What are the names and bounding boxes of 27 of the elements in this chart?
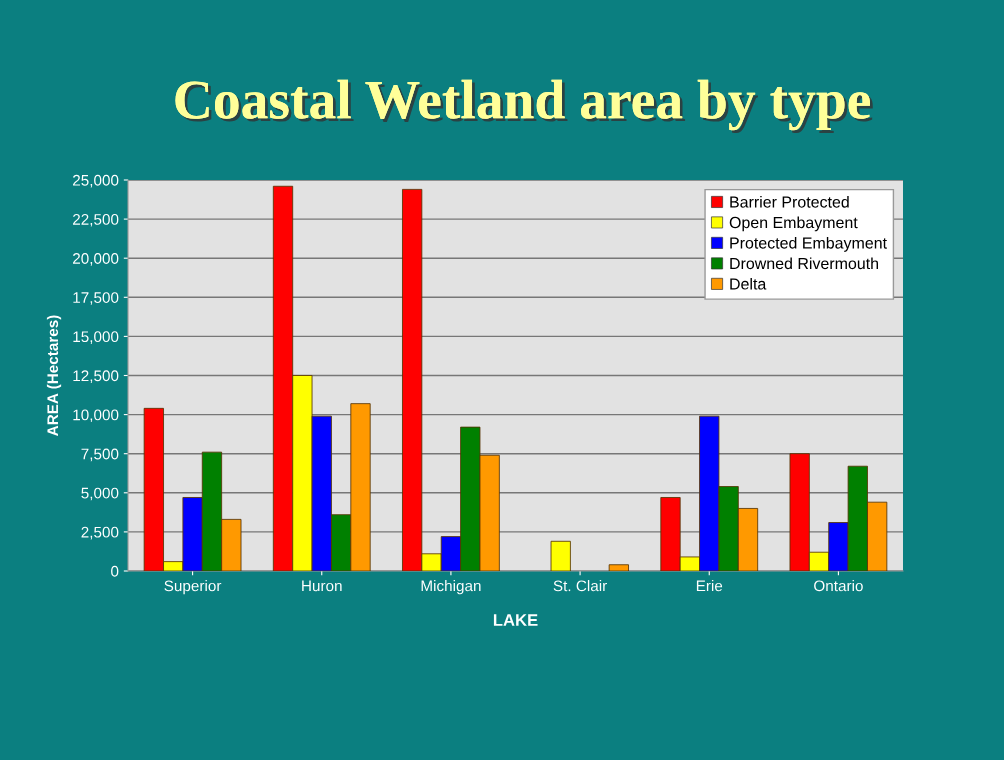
x-tick-label: Ontario <box>814 580 863 592</box>
legend-label: Barrier Protected <box>730 195 849 208</box>
y-tick-label: 10,000 <box>73 409 119 423</box>
y-tick-label: 20,000 <box>73 253 119 266</box>
legend-label: Protected Embayment <box>730 236 887 252</box>
y-tick-label: 25,000 <box>73 174 119 188</box>
y-tick-label: 22,500 <box>73 213 119 227</box>
bar <box>608 564 629 571</box>
y-tick-label: 12,500 <box>73 370 119 383</box>
y-tick-label: 2,500 <box>81 526 119 540</box>
y-axis-title: AREA (Hectares) <box>46 315 62 436</box>
y-tick-label: 7,500 <box>81 448 119 462</box>
y-tick-label: 15,000 <box>73 331 119 344</box>
x-tick-label: Erie <box>696 580 723 592</box>
legend-label: Open Embayment <box>729 216 858 232</box>
legend-label: Delta <box>730 277 767 290</box>
x-tick-label: Superior <box>164 580 222 595</box>
x-tick-label: Michigan <box>421 580 481 595</box>
chart-title: Coastal Wetland area by type <box>175 79 873 134</box>
legend-label: Drowned Rivermouth <box>730 257 878 270</box>
y-tick-label: 5,000 <box>81 487 119 501</box>
x-tick-label: St. Clair <box>553 580 607 592</box>
x-axis-title: LAKE <box>493 614 538 626</box>
y-tick-label: 17,500 <box>73 292 119 305</box>
bar <box>550 540 571 571</box>
y-tick-label: 0 <box>111 565 119 577</box>
x-tick-label: Huron <box>302 580 342 592</box>
